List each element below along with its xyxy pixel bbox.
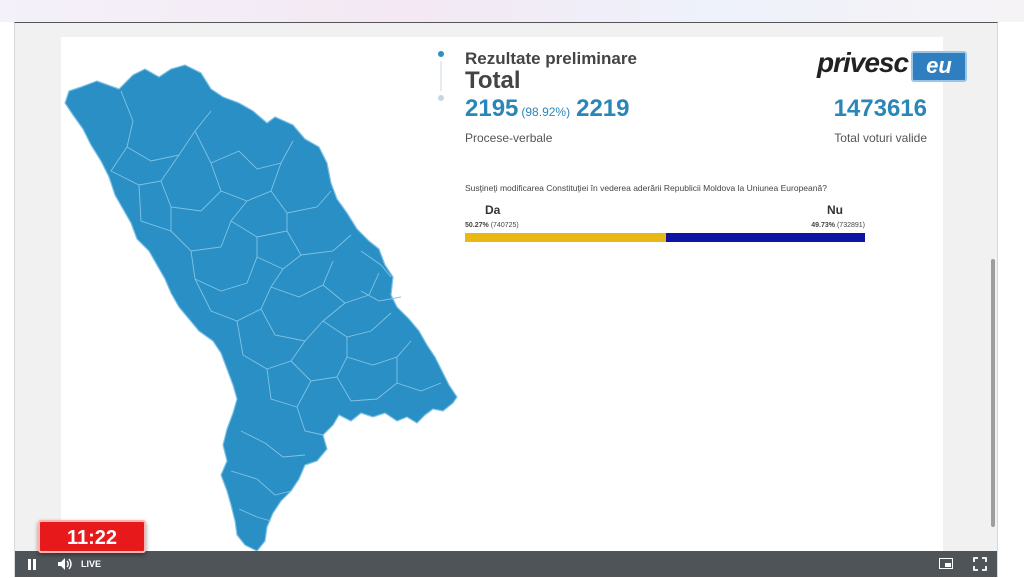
video-player[interactable]: Rezultate preliminare Total 2195 (98.92%)… [14,22,998,577]
no-percent: 49.73% [811,222,836,229]
valid-votes-label: Total voturi valide [834,131,927,145]
district-borders [110,90,442,522]
zoom-out-icon[interactable] [438,95,444,101]
live-label: LIVE [81,559,102,569]
fullscreen-icon[interactable] [973,557,987,571]
protocols-percent: (98.92%) [521,105,571,119]
protocols-counted: 2195 [465,95,519,122]
zoom-slider-track[interactable] [440,61,442,91]
protocols-label: Procese-verbale [465,131,553,145]
results-bar [465,233,865,242]
zoom-in-icon[interactable] [438,51,444,57]
results-frame: Rezultate preliminare Total 2195 (98.92%)… [61,37,967,555]
yes-percent: 50.27% [465,222,489,229]
logo-suffix: eu [911,51,967,82]
map-zoom-controls[interactable] [435,51,447,141]
logo-word: privesc [817,47,909,78]
valid-votes-value: 1473616 [833,95,927,122]
yes-votes: (740725) [490,222,519,229]
results-title: Rezultate preliminare [465,49,637,68]
page-scrollbar[interactable] [989,43,995,551]
option-no-stats: 49.73% (732891) [811,222,865,229]
scrollbar-thumb[interactable] [991,259,995,527]
option-yes-stats: 50.27% (740725) [465,222,519,229]
clock-overlay: 11:22 [38,520,146,553]
option-yes-label: Da [485,203,501,217]
pip-icon[interactable] [939,558,953,569]
browser-top-strip [0,0,1024,22]
privesc-eu-logo: privesc eu [817,41,967,82]
player-control-bar: LIVE [15,551,997,577]
protocols-counter: 2195 (98.92%) 2219 [465,95,629,123]
results-bar-no [666,233,865,242]
results-subtitle: Total [465,67,521,94]
pause-icon[interactable] [27,559,37,570]
moldova-map[interactable] [61,51,461,551]
results-bar-yes [465,233,667,242]
no-votes: (732891) [836,222,865,229]
option-no-label: Nu [827,203,843,217]
volume-icon[interactable] [57,557,73,571]
referendum-question: Susţineţi modificarea Constituţiei în ve… [465,183,827,193]
protocols-total: 2219 [576,95,630,122]
